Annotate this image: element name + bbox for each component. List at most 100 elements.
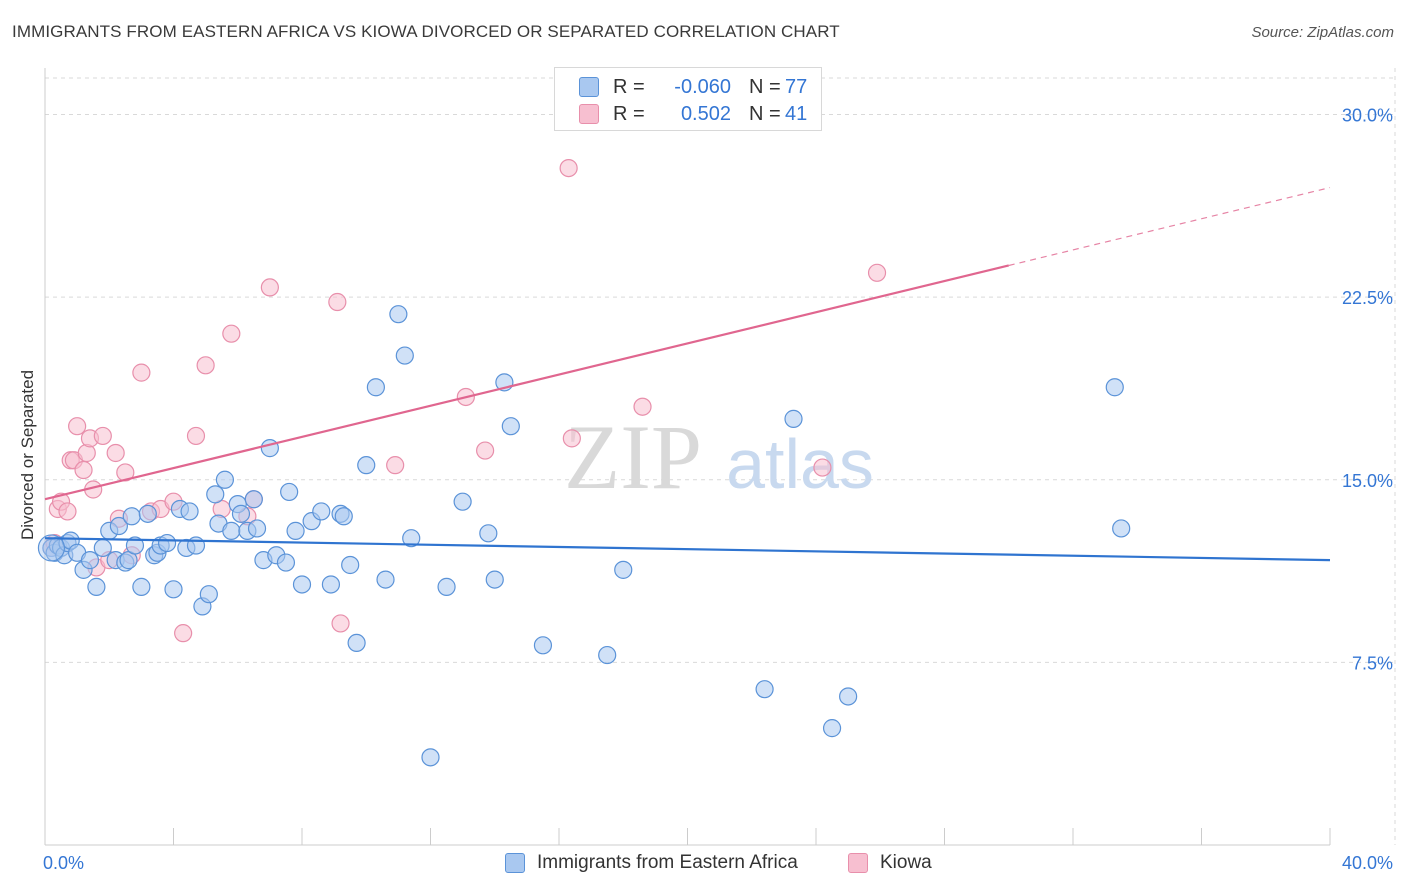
data-point-blue [186,536,206,555]
correlation-legend: R = -0.060 N = 77 R = 0.502 N = 41 [554,67,822,131]
data-point-blue [280,482,299,502]
data-point-blue [784,409,803,428]
data-point-blue [199,585,218,604]
data-point-blue [292,575,312,594]
gridlines [45,68,1396,845]
data-point-blue [357,456,376,475]
trend-line-pink [44,264,1010,501]
legend-item-eastern-africa: Immigrants from Eastern Africa [505,852,798,874]
legend-label: Kiowa [880,852,932,873]
tick-labels: 7.5% 15.0% 22.5% 30.0% 0.0% 40.0% [43,106,1393,873]
data-point-blue [533,636,553,655]
data-point-blue [437,577,456,596]
data-point-blue [395,346,414,365]
watermark-zip: ZIP [564,406,702,508]
data-point-blue [132,577,151,596]
data-point-blue [485,570,504,589]
data-point-blue [839,687,858,706]
data-point-blue [347,633,366,653]
data-point-blue [1112,519,1131,538]
legend-label: Immigrants from Eastern Africa [537,852,798,873]
data-point-blue [215,470,234,489]
data-point-blue [138,504,157,523]
data-point-blue [180,502,199,521]
data-point-pink [93,426,112,446]
data-point-pink [386,456,405,475]
data-point-blue [1105,378,1124,397]
data-point-pink [116,463,135,482]
n-value: 77 [785,75,808,98]
trend-line-extension-pink [1008,186,1331,267]
data-point-pink [559,158,578,178]
data-point-pink [476,441,495,460]
axes [44,68,1331,846]
data-point-blue [341,555,360,575]
data-point-blue [222,521,241,540]
data-point-blue [334,507,353,526]
trend-line-blue [44,537,1331,562]
trend-lines [44,186,1331,562]
data-point-blue [244,490,263,509]
data-point-blue [479,524,498,543]
data-point-pink [328,292,347,312]
data-point-blue [93,538,112,558]
data-point-pink [74,460,93,480]
source-label: Source: ZipAtlas.com [1251,24,1394,41]
data-point-pink [68,417,87,436]
data-point-blue [164,580,183,599]
legend-swatch-pink [579,104,599,124]
data-points [37,158,1131,767]
data-point-blue [125,536,145,555]
data-point-blue [755,680,774,699]
data-point-blue [421,748,440,767]
n-label: N = [749,102,781,125]
data-point-blue [614,560,633,579]
data-point-blue [231,504,251,523]
data-point-blue [376,570,395,589]
data-point-blue [276,553,296,572]
r-value: -0.060 [674,75,731,98]
data-point-blue [389,305,408,324]
n-label: N = [749,75,781,98]
data-point-blue [206,485,225,504]
data-point-pink [867,263,887,282]
data-point-blue [366,378,385,397]
data-point-blue [122,507,141,526]
y-tick-label: 15.0% [1342,471,1393,491]
data-point-blue [501,417,520,436]
data-point-pink [58,502,77,521]
data-point-blue [157,533,177,553]
data-point-pink [633,397,652,416]
data-point-pink [813,458,832,477]
data-point-pink [186,426,206,446]
data-point-blue [286,521,305,540]
r-value: 0.502 [680,102,731,125]
data-point-pink [222,324,241,343]
x-tick-label: 40.0% [1342,853,1393,873]
watermark: ZIP atlas [564,406,874,508]
data-point-blue [312,502,331,521]
data-point-blue [80,551,100,570]
x-tick-label: 0.0% [43,853,84,873]
y-tick-label: 7.5% [1352,653,1393,673]
r-label: R = [613,102,645,125]
legend-swatch-blue [579,77,599,97]
data-point-pink [174,624,193,643]
data-point-blue [598,645,617,665]
data-point-blue [402,529,421,548]
data-point-blue-cluster [37,534,66,562]
data-point-blue [321,575,341,594]
data-point-blue [453,492,472,511]
data-point-pink [196,356,215,375]
legend-item-kiowa: Kiowa [848,852,932,874]
n-value: 41 [785,102,808,125]
data-point-pink [106,443,125,463]
data-point-blue [109,516,128,536]
data-point-pink [562,429,581,448]
legend-row-eastern-africa: R = -0.060 N = 77 [579,74,807,100]
r-label: R = [613,75,645,98]
data-point-blue [87,577,106,596]
data-point-pink [260,278,279,297]
legend-swatch-blue [505,853,525,873]
